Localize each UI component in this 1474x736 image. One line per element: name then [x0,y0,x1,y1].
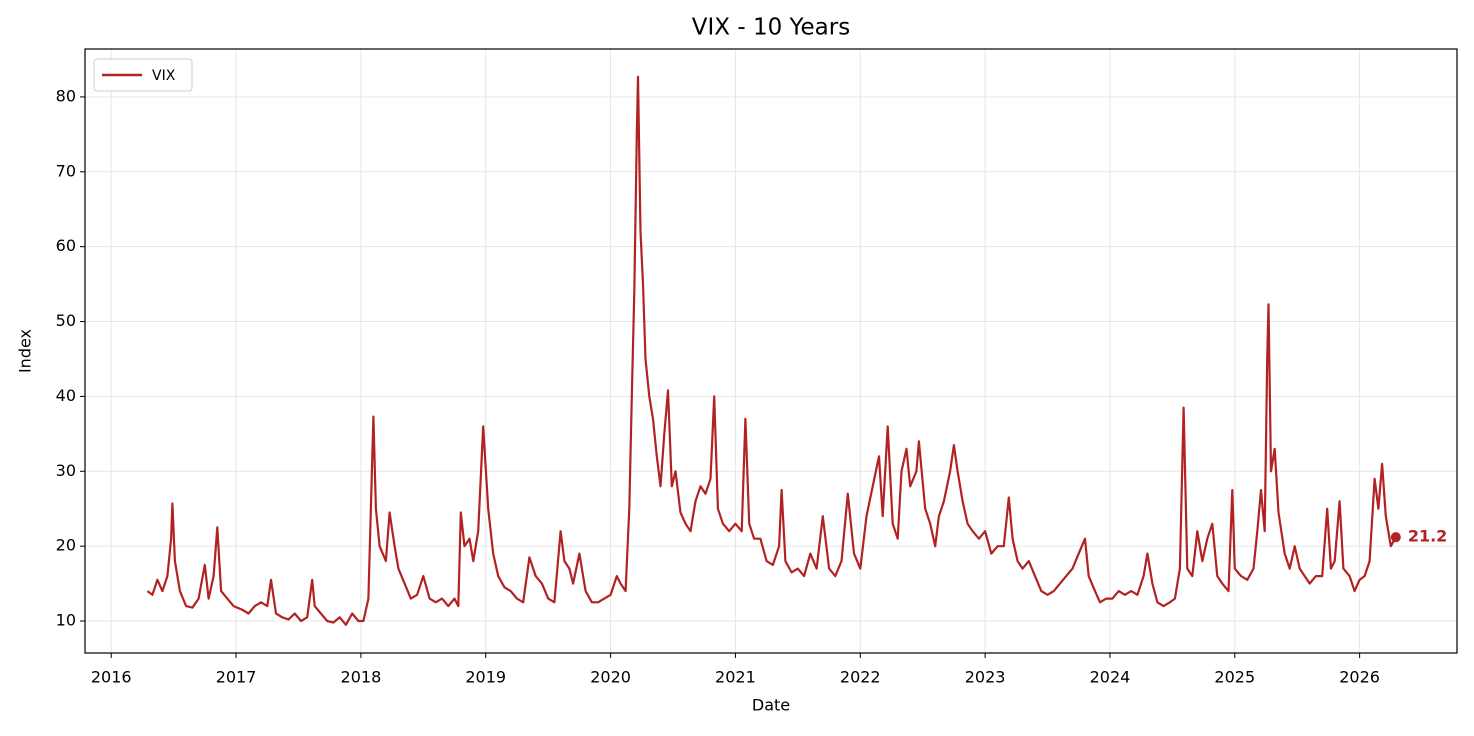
y-tick-label: 70 [56,161,76,180]
legend-box [93,58,193,92]
x-tick-label: 2020 [590,668,631,687]
legend-label: VIX [152,68,176,84]
chart-title: VIX - 10 Years [692,15,850,41]
x-tick-label: 2017 [216,668,257,687]
x-tick-label: 2018 [341,668,382,687]
x-tick-label: 2026 [1339,668,1380,687]
x-tick-label: 2016 [91,668,132,687]
x-tick-label: 2019 [465,668,506,687]
x-tick-label: 2023 [965,668,1006,687]
x-tick-label: 2025 [1214,668,1255,687]
last-value-label: 21.2 [1408,527,1447,546]
y-tick-label: 40 [56,386,76,405]
y-tick-label: 30 [56,461,76,480]
y-axis-label: Index [16,329,35,373]
y-tick-label: 50 [56,311,76,330]
plot-frame [84,48,1458,654]
y-tick-label: 80 [56,86,76,105]
line-series [146,75,1397,626]
y-tick-label: 20 [56,536,76,555]
y-tick-label: 60 [56,236,76,255]
last-point [1390,532,1401,543]
y-tick-label: 10 [56,611,76,630]
x-tick-label: 2024 [1090,668,1131,687]
x-tick-label: 2022 [840,668,881,687]
x-tick-label: 2021 [715,668,756,687]
x-axis-label: Date [752,696,790,715]
